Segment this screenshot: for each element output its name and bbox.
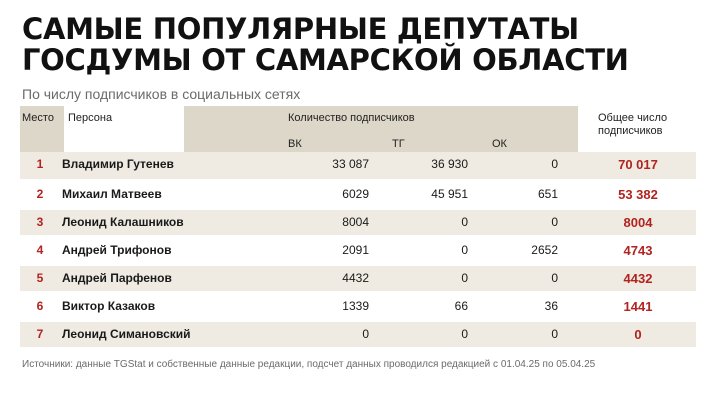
title-line-2: Госдумы от Самарской области [22, 43, 629, 77]
header-person: Персона [68, 112, 113, 124]
table-row: 7 Леонид Симановский 0 0 0 0 [20, 319, 696, 347]
footnote: Источники: данные TGStat и собственные д… [22, 359, 596, 370]
header-total-box [578, 106, 696, 152]
tg-cell: 36 930 [431, 157, 468, 171]
header-followers: Количество подписчиков [288, 112, 415, 124]
place-cell: 3 [36, 215, 44, 229]
place-cell: 7 [36, 327, 44, 341]
tg-cell: 0 [461, 271, 468, 285]
place-cell: 6 [36, 299, 44, 313]
ok-cell: 0 [551, 157, 558, 171]
ok-cell: 2652 [531, 243, 558, 257]
ok-cell: 36 [544, 299, 558, 313]
table-row: 2 Михаил Матвеев 6029 45 951 651 53 382 [20, 179, 696, 207]
tg-cell: 0 [461, 243, 468, 257]
table-row: 3 Леонид Калашников 8004 0 0 8004 [20, 207, 696, 235]
header-total-line-1: Общее число [598, 112, 668, 124]
table-row: 1 Владимир Гутенев 33 087 36 930 0 70 01… [20, 152, 696, 179]
header-tg: ТГ [392, 138, 405, 150]
table-row: 4 Андрей Трифонов 2091 0 2652 4743 [20, 235, 696, 263]
person-cell: Леонид Калашников [62, 215, 184, 229]
table-header: Место Персона Количество подписчиков ВК … [20, 106, 696, 152]
place-cell: 4 [36, 243, 44, 257]
place-cell: 1 [36, 157, 44, 171]
vk-cell: 1339 [342, 299, 369, 313]
total-cell: 70 017 [618, 157, 658, 172]
total-cell: 0 [634, 327, 642, 342]
header-total: Общее число подписчиков [598, 112, 667, 138]
place-cell: 5 [36, 271, 44, 285]
vk-cell: 6029 [342, 187, 369, 201]
person-cell: Леонид Симановский [62, 327, 191, 341]
vk-cell: 4432 [342, 271, 369, 285]
vk-cell: 8004 [342, 215, 369, 229]
person-cell: Владимир Гутенев [62, 157, 174, 171]
tg-cell: 45 951 [431, 187, 468, 201]
ok-cell: 651 [537, 187, 558, 201]
tg-cell: 0 [461, 215, 468, 229]
person-cell: Андрей Трифонов [62, 243, 172, 257]
header-total-line-2: подписчиков [598, 125, 663, 137]
page-title: Самые популярные депутаты Госдумы от Сам… [22, 14, 712, 76]
person-cell: Михаил Матвеев [62, 187, 162, 201]
total-cell: 4743 [623, 243, 653, 258]
header-ok: ОК [492, 138, 507, 150]
tg-cell: 0 [461, 327, 468, 341]
table-body: 1 Владимир Гутенев 33 087 36 930 0 70 01… [20, 152, 696, 347]
title-line-1: Самые популярные депутаты [22, 12, 579, 46]
subtitle: По числу подписчиков в социальных сетях [22, 86, 301, 102]
table-row: 6 Виктор Казаков 1339 66 36 1441 [20, 291, 696, 319]
ok-cell: 0 [551, 327, 558, 341]
vk-cell: 2091 [342, 243, 369, 257]
ok-cell: 0 [551, 271, 558, 285]
person-cell: Андрей Парфенов [62, 271, 172, 285]
header-place: Место [22, 112, 54, 124]
total-cell: 1441 [623, 299, 653, 314]
total-cell: 53 382 [618, 187, 658, 202]
total-cell: 4432 [623, 271, 653, 286]
table-row: 5 Андрей Парфенов 4432 0 0 4432 [20, 263, 696, 291]
vk-cell: 33 087 [332, 157, 369, 171]
vk-cell: 0 [362, 327, 369, 341]
place-cell: 2 [36, 187, 44, 201]
total-cell: 8004 [623, 215, 653, 230]
ok-cell: 0 [551, 215, 558, 229]
header-vk: ВК [288, 138, 302, 150]
header-person-box [64, 106, 184, 152]
tg-cell: 66 [454, 299, 468, 313]
person-cell: Виктор Казаков [62, 299, 156, 313]
